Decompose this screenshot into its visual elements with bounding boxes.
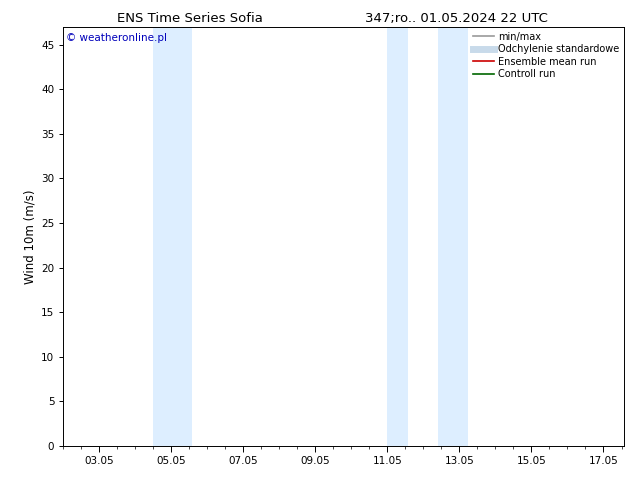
Bar [439,27,469,446]
Y-axis label: Wind 10m (m/s): Wind 10m (m/s) [24,189,37,284]
Text: ENS Time Series Sofia: ENS Time Series Sofia [117,12,263,25]
Legend: min/max, Odchylenie standardowe, Ensemble mean run, Controll run: min/max, Odchylenie standardowe, Ensembl… [471,30,621,81]
Text: © weatheronline.pl: © weatheronline.pl [66,33,167,43]
Bar [153,27,192,446]
Text: 347;ro.. 01.05.2024 22 UTC: 347;ro.. 01.05.2024 22 UTC [365,12,548,25]
Bar [387,27,408,446]
